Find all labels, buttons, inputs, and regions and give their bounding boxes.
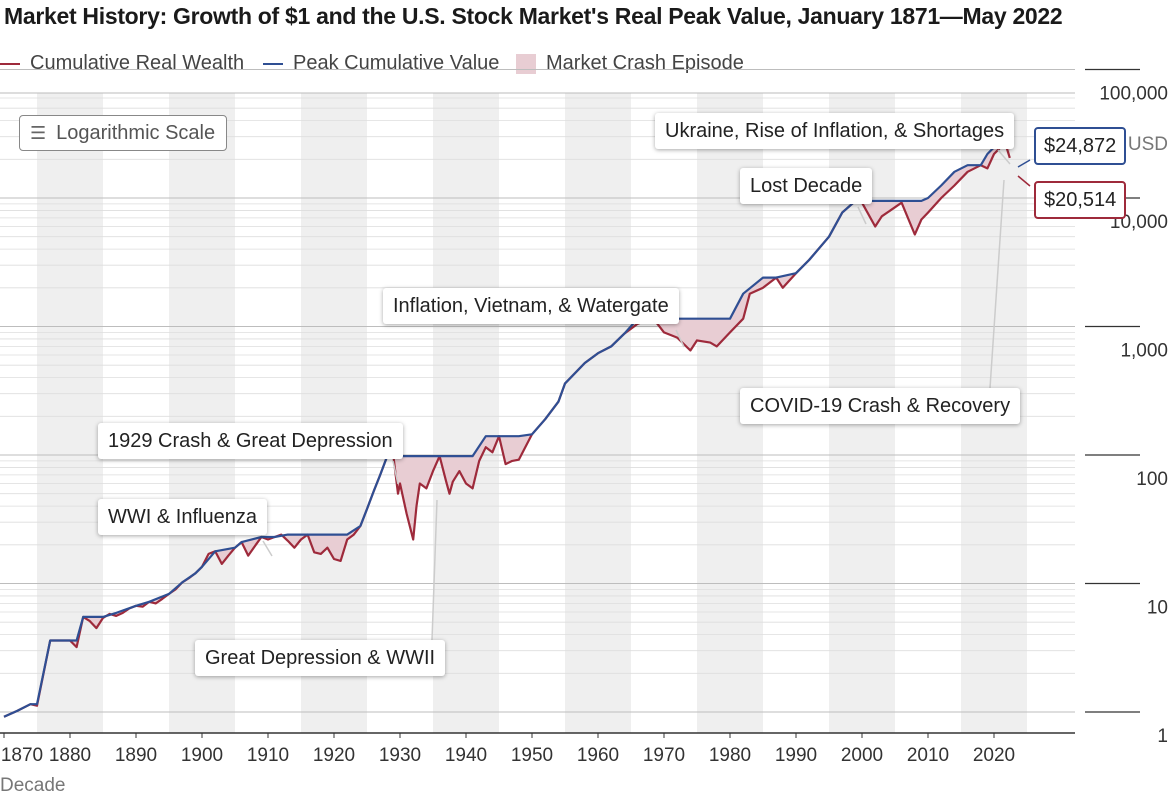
legend-label-wealth: Cumulative Real Wealth [30,52,245,74]
annotation-leader [857,206,867,225]
annotation-box: Ukraine, Rise of Inflation, & Shortages [655,113,1015,149]
legend-item-wealth: Cumulative Real Wealth [0,52,244,75]
annotation-leader [989,179,1005,389]
y-tick-label: 10 [1147,598,1168,619]
x-tick-label: 1940 [445,745,487,766]
log-scale-badge: ☰ Logarithmic Scale [19,115,227,151]
annotation-box: WWI & Influenza [98,499,267,535]
legend-label-peak: Peak Cumulative Value [293,52,500,74]
x-tick-label: 2000 [841,745,883,766]
x-tick-label: 1920 [313,745,355,766]
legend-label-crash: Market Crash Episode [546,52,744,74]
peak-line [3,146,1010,718]
current-value-leader [1017,175,1031,187]
legend-item-crash: Market Crash Episode [516,52,744,75]
annotation-box: COVID-19 Crash & Recovery [740,388,1021,424]
legend-swatch-wealth [0,62,20,65]
decade-band [565,93,631,733]
list-icon: ☰ [30,122,47,143]
x-tick-label: 2020 [973,745,1015,766]
x-tick-label: 1930 [379,745,421,766]
current-value-tag: $20,514 [1034,181,1127,219]
legend-item-peak: Peak Cumulative Value [263,52,499,75]
x-tick-label: 1960 [577,745,619,766]
annotation-leader [997,149,1011,165]
y-tick-label: 100 [1136,469,1168,490]
peak-value-leader [1017,159,1031,168]
annotation-box: 1929 Crash & Great Depression [98,423,403,459]
decade-band [169,93,235,733]
x-tick-label: 1950 [511,745,553,766]
chart-title: Market History: Growth of $1 and the U.S… [4,3,1063,29]
decade-band [301,93,367,733]
x-tick-label: 1870 [1,745,43,766]
legend-swatch-peak [263,62,283,65]
x-tick-label: 1900 [181,745,223,766]
x-tick-label: 2010 [907,745,949,766]
annotation-box: Lost Decade [740,168,873,204]
y-tick-label: 100,000 [1099,84,1168,105]
y-tick-label: 1,000 [1120,341,1168,362]
annotation-box: Inflation, Vietnam, & Watergate [383,288,679,324]
annotation-leader [431,499,438,641]
y-unit-label: USD [1128,134,1168,155]
log-scale-label: Logarithmic Scale [56,121,216,144]
x-tick-label: 1990 [775,745,817,766]
y-tick-label: 1 [1157,726,1168,747]
peak-value-tag: $24,872 [1034,127,1127,165]
annotation-leader [675,329,685,348]
x-tick-label: 1890 [115,745,157,766]
x-tick-label: 1980 [709,745,751,766]
annotation-leader [392,460,399,485]
x-axis-label: Decade [0,775,66,796]
decade-band [37,93,103,733]
legend-swatch-crash [516,53,536,74]
x-tick-label: 1910 [247,745,289,766]
annotation-leader [262,540,273,557]
x-tick-label: 1880 [49,745,91,766]
annotation-box: Great Depression & WWII [195,640,446,676]
decade-band [433,93,499,733]
x-tick-label: 1970 [643,745,685,766]
